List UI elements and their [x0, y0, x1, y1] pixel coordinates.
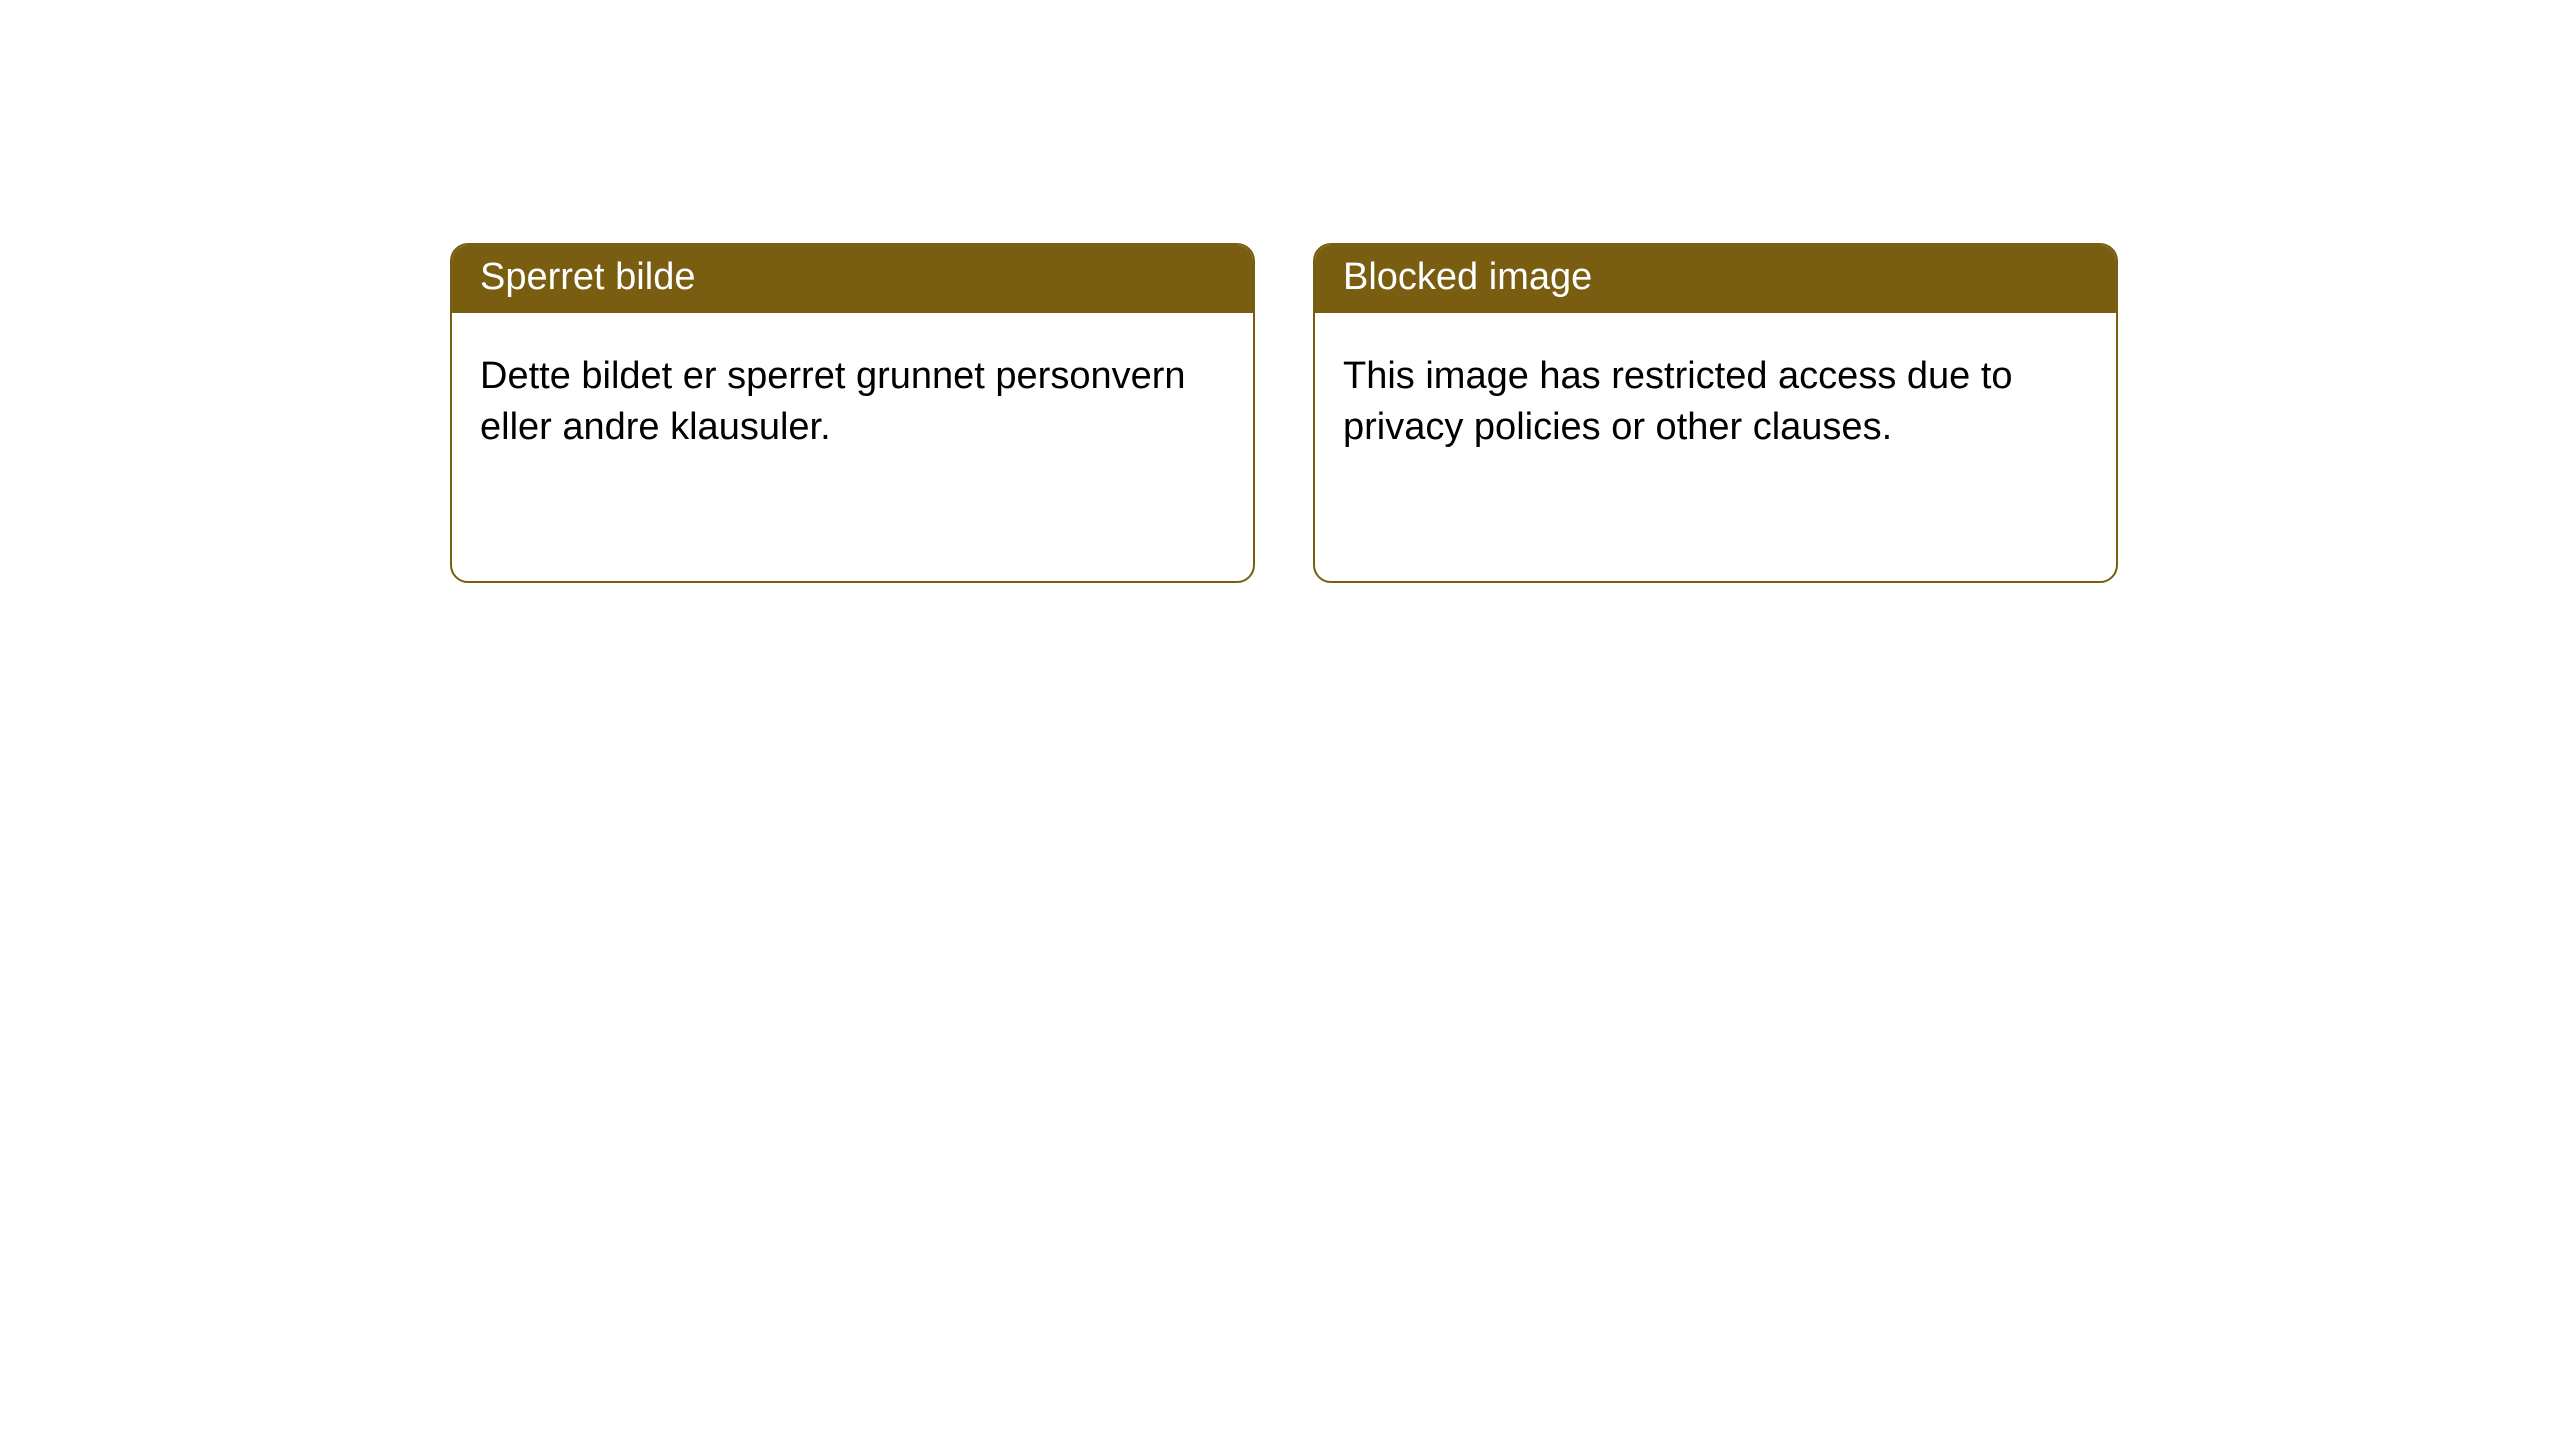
card-header: Sperret bilde [452, 245, 1253, 313]
notice-card-norwegian: Sperret bilde Dette bildet er sperret gr… [450, 243, 1255, 583]
card-title: Sperret bilde [480, 256, 695, 298]
card-message: Dette bildet er sperret grunnet personve… [480, 355, 1186, 448]
card-body: This image has restricted access due to … [1315, 313, 2116, 482]
notice-card-english: Blocked image This image has restricted … [1313, 243, 2118, 583]
notice-container: Sperret bilde Dette bildet er sperret gr… [450, 243, 2118, 583]
card-title: Blocked image [1343, 256, 1592, 298]
card-header: Blocked image [1315, 245, 2116, 313]
card-message: This image has restricted access due to … [1343, 355, 2013, 448]
card-body: Dette bildet er sperret grunnet personve… [452, 313, 1253, 482]
